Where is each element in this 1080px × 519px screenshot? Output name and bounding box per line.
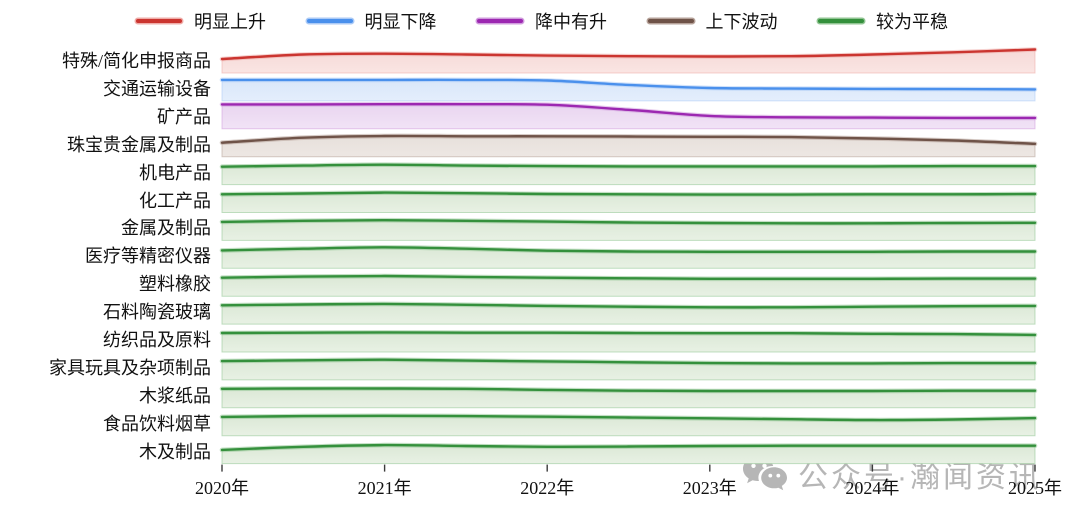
category-label: 医疗等精密仪器: [85, 246, 211, 267]
series-矿产品: [219, 101, 1038, 130]
series-家具玩具及杂项制品: [219, 357, 1038, 381]
series-珠宝贵金属及制品: [219, 133, 1038, 158]
legend-swatch-stable-icon: [818, 19, 864, 23]
x-axis-tick-label: 2021年: [357, 478, 412, 498]
x-axis-tick-label: 2025年: [1008, 478, 1062, 498]
series-交通运输设备: [219, 77, 1038, 102]
series-木及制品: [219, 442, 1038, 465]
category-label: 珠宝贵金属及制品: [67, 134, 211, 155]
category-label: 特殊/简化申报商品: [61, 51, 211, 71]
series-塑料橡胶: [219, 273, 1038, 297]
legend-item-falling: 明显下降: [306, 8, 437, 34]
legend-item-rising: 明显上升: [136, 8, 266, 34]
series-石料陶瓷玻璃: [219, 301, 1038, 325]
x-axis-tick-label: 2022年: [520, 478, 575, 498]
x-axis-tick-label: 2024年: [845, 478, 900, 498]
series-机电产品: [219, 162, 1038, 186]
x-axis-tick-label: 2023年: [682, 478, 737, 498]
legend-label: 降中有升: [535, 12, 607, 32]
legend-swatch-rising-icon: [136, 19, 182, 23]
category-label: 食品饮料烟草: [103, 413, 211, 434]
legend-label: 明显上升: [194, 12, 266, 32]
watermark-text: 公众号·瀚闻资讯: [798, 461, 1042, 494]
x-axis-tick-label: 2020年: [195, 478, 249, 498]
legend-item-stable: 较为平稳: [818, 8, 948, 34]
category-label: 塑料橡胶: [139, 274, 211, 295]
legend-item-fluctuating: 上下波动: [647, 8, 778, 34]
trend-legend: 明显上升 明显下降 降中有升 上下波动 较为平稳: [136, 8, 948, 34]
series-金属及制品: [219, 217, 1038, 241]
legend-label: 较为平稳: [876, 12, 948, 32]
category-label: 纺织品及原料: [103, 330, 211, 350]
series-医疗等精密仪器: [219, 244, 1038, 269]
category-label: 木浆纸品: [139, 385, 211, 406]
series-食品饮料烟草: [219, 413, 1038, 437]
category-label: 石料陶瓷玻璃: [103, 302, 211, 323]
series-木浆纸品: [219, 386, 1038, 409]
category-label: 家具玩具及杂项制品: [49, 357, 211, 378]
legend-label: 上下波动: [705, 12, 778, 32]
legend-item-fall-then-rise: 降中有升: [477, 8, 607, 34]
legend-swatch-fluctuating-icon: [647, 19, 694, 23]
category-label-column: 特殊/简化申报商品交通运输设备矿产品珠宝贵金属及制品机电产品化工产品金属及制品医…: [0, 0, 215, 519]
category-label: 交通运输设备: [103, 78, 211, 99]
legend-label: 明显下降: [364, 12, 437, 32]
category-label: 矿产品: [157, 106, 211, 127]
category-label: 金属及制品: [121, 218, 211, 239]
series-特殊/简化申报商品: [219, 47, 1038, 74]
legend-swatch-falling-icon: [306, 19, 353, 23]
watermark: 公众号·瀚闻资讯: [742, 452, 1042, 496]
category-label: 木及制品: [139, 441, 211, 462]
legend-swatch-fall-then-rise-icon: [477, 19, 523, 23]
series-化工产品: [219, 190, 1038, 213]
series-纺织品及原料: [219, 330, 1038, 353]
category-label: 化工产品: [139, 190, 211, 211]
category-label: 机电产品: [139, 162, 211, 183]
